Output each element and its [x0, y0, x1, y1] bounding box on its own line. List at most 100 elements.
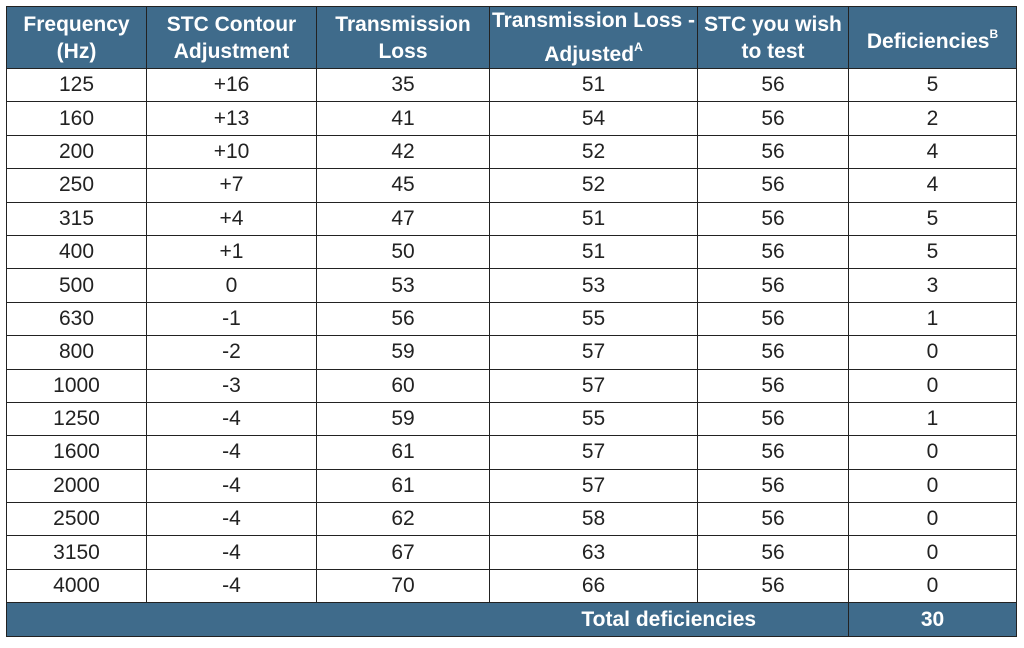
- table-cell: 0: [848, 502, 1017, 537]
- data-table: Frequency (Hz) STC Contour Adjustment Tran…: [6, 6, 1017, 638]
- header-text: STC you wish to test: [704, 12, 842, 63]
- table-cell: 56: [697, 234, 849, 270]
- table-cell: 61: [316, 468, 490, 504]
- table-cell: 250: [6, 168, 147, 203]
- table-cell: 0: [848, 368, 1017, 403]
- table-cell: 55: [489, 301, 698, 337]
- table-cell: 42: [316, 134, 490, 170]
- table-cell: -4: [146, 401, 317, 437]
- table-cell: +4: [146, 201, 317, 236]
- table-row: 400 +1 50 51 56 5: [6, 234, 1017, 270]
- header-text: Transmission Loss: [335, 12, 471, 63]
- table-cell: 4000: [6, 568, 147, 604]
- table-row: 2000 -4 61 57 56 0: [6, 468, 1017, 504]
- table-cell: 500: [6, 268, 147, 303]
- header-text: Frequency (Hz): [23, 12, 130, 63]
- table-cell: 1: [848, 401, 1017, 437]
- table-row: 4000 -4 70 66 56 0: [6, 568, 1017, 604]
- header-cell: STC you wish to test: [697, 6, 849, 69]
- table-cell: 56: [697, 401, 849, 437]
- table-cell: 800: [6, 335, 147, 370]
- table-cell: 0: [848, 468, 1017, 504]
- table-cell: 56: [697, 67, 849, 103]
- table-row: 630 -1 56 55 56 1: [6, 301, 1017, 337]
- table-cell: +7: [146, 168, 317, 203]
- table-cell: -4: [146, 535, 317, 570]
- table-cell: 56: [697, 435, 849, 470]
- table-cell: 4: [848, 134, 1017, 170]
- table-cell: 0: [848, 335, 1017, 370]
- table-cell: 2500: [6, 502, 147, 537]
- table-row: 160 +13 41 54 56 2: [6, 101, 1017, 136]
- table-cell: 0: [848, 535, 1017, 570]
- table-cell: 5: [848, 67, 1017, 103]
- table-row: 125 +16 35 51 56 5: [6, 67, 1017, 103]
- table-cell: 1600: [6, 435, 147, 470]
- table-cell: 55: [489, 401, 698, 437]
- table-cell: -4: [146, 468, 317, 504]
- footer-blank: [6, 602, 490, 638]
- header-text: STC Contour Adjustment: [166, 12, 297, 63]
- table-cell: 5: [848, 201, 1017, 236]
- table-cell: -4: [146, 435, 317, 470]
- table-cell: 56: [697, 201, 849, 236]
- table-row: 200 +10 42 52 56 4: [6, 134, 1017, 170]
- table-cell: 63: [489, 535, 698, 570]
- table-cell: -4: [146, 568, 317, 604]
- footer-total: 30: [848, 602, 1017, 638]
- table-container: Frequency (Hz) STC Contour Adjustment Tran…: [6, 6, 1017, 638]
- table-cell: 51: [489, 234, 698, 270]
- table-cell: 2: [848, 101, 1017, 136]
- table-cell: 56: [697, 168, 849, 203]
- table-cell: 3: [848, 268, 1017, 303]
- table-row: 800 -2 59 57 56 0: [6, 335, 1017, 370]
- header-cell: Transmission Loss - AdjustedA: [489, 6, 698, 69]
- table-cell: 56: [697, 502, 849, 537]
- header-superscript: B: [989, 26, 999, 41]
- table-cell: +13: [146, 101, 317, 136]
- table-cell: 56: [697, 134, 849, 170]
- table-cell: 3150: [6, 535, 147, 570]
- table-row: 315 +4 47 51 56 5: [6, 201, 1017, 236]
- table-cell: 52: [489, 134, 698, 170]
- header-cell: Frequency (Hz): [6, 6, 147, 69]
- table-cell: 50: [316, 234, 490, 270]
- table-cell: 56: [697, 468, 849, 504]
- table-cell: -1: [146, 301, 317, 337]
- header-cell: Transmission Loss: [316, 6, 490, 69]
- table-cell: +1: [146, 234, 317, 270]
- table-cell: 70: [316, 568, 490, 604]
- table-cell: 57: [489, 335, 698, 370]
- table-cell: 51: [489, 201, 698, 236]
- table-cell: 62: [316, 502, 490, 537]
- header-cell: STC Contour Adjustment: [146, 6, 317, 69]
- table-cell: 57: [489, 435, 698, 470]
- table-cell: 66: [489, 568, 698, 604]
- table-cell: 54: [489, 101, 698, 136]
- table-cell: 5: [848, 234, 1017, 270]
- table-cell: 200: [6, 134, 147, 170]
- table-cell: 57: [489, 368, 698, 403]
- table-row: 1250 -4 59 55 56 1: [6, 401, 1017, 437]
- table-cell: 56: [697, 268, 849, 303]
- table-cell: 56: [697, 301, 849, 337]
- table-cell: 630: [6, 301, 147, 337]
- table-cell: 1000: [6, 368, 147, 403]
- header-row: Frequency (Hz) STC Contour Adjustment Tran…: [6, 6, 1017, 69]
- table-cell: 53: [316, 268, 490, 303]
- table-cell: 0: [146, 268, 317, 303]
- table-cell: 56: [697, 335, 849, 370]
- table-row: 1600 -4 61 57 56 0: [6, 435, 1017, 470]
- table-cell: 56: [697, 368, 849, 403]
- table-body: 125 +16 35 51 56 5 160 +13 41 54 56 2 200 +10 42 52 56 4 2…: [6, 67, 1017, 638]
- header-cell: DeficienciesB: [848, 6, 1017, 69]
- table-cell: 57: [489, 468, 698, 504]
- table-cell: 1250: [6, 401, 147, 437]
- table-cell: 45: [316, 168, 490, 203]
- header-superscript: A: [634, 40, 643, 54]
- table-cell: 59: [316, 335, 490, 370]
- table-cell: 0: [848, 568, 1017, 604]
- table-cell: 4: [848, 168, 1017, 203]
- table-cell: 160: [6, 101, 147, 136]
